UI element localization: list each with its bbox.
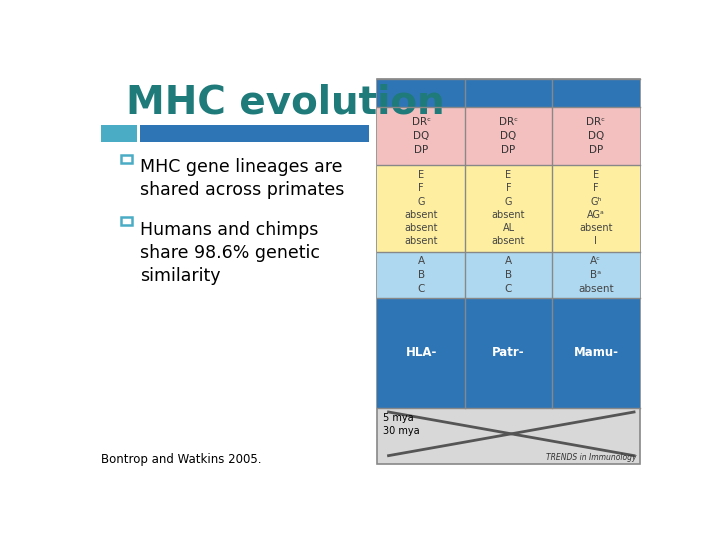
Bar (101, 125, 138, 141)
Text: Humans and chimps
share 98.6% genetic
similarity: Humans and chimps share 98.6% genetic si… (140, 221, 320, 285)
Bar (121, 154, 132, 163)
Text: Aᶜ
Bᵃ
absent: Aᶜ Bᵃ absent (578, 256, 613, 294)
Text: DRᶜ
DQ
DP: DRᶜ DQ DP (499, 117, 518, 155)
Text: A
B
C: A B C (418, 256, 425, 294)
Text: E
F
G
absent
absent
absent: E F G absent absent absent (405, 170, 438, 246)
Bar (377, 298, 639, 408)
Text: TRENDS in Immunology: TRENDS in Immunology (546, 453, 637, 462)
Text: Bontrop and Watkins 2005.: Bontrop and Watkins 2005. (101, 453, 261, 466)
Text: 5 mya: 5 mya (383, 413, 413, 423)
Text: Patr-: Patr- (492, 346, 525, 359)
Text: HLA-: HLA- (405, 346, 437, 359)
Text: 30 mya: 30 mya (383, 426, 420, 436)
Text: A
B
C: A B C (505, 256, 512, 294)
Bar (377, 79, 639, 107)
Text: Mamu-: Mamu- (573, 346, 618, 359)
Bar (140, 125, 369, 141)
Bar (377, 165, 639, 252)
Text: E
F
G
absent
AL
absent: E F G absent AL absent (492, 170, 526, 246)
Bar (121, 217, 132, 225)
Text: DRᶜ
DQ
DP: DRᶜ DQ DP (412, 117, 431, 155)
Text: MHC evolution: MHC evolution (126, 84, 445, 122)
Bar (377, 107, 639, 165)
Bar (377, 252, 639, 298)
Text: E
F
Gʰ
AGᵃ
absent
I: E F Gʰ AGᵃ absent I (579, 170, 613, 246)
Text: MHC gene lineages are
shared across primates: MHC gene lineages are shared across prim… (140, 158, 344, 199)
Text: DRᶜ
DQ
DP: DRᶜ DQ DP (586, 117, 606, 155)
Bar (377, 79, 639, 464)
